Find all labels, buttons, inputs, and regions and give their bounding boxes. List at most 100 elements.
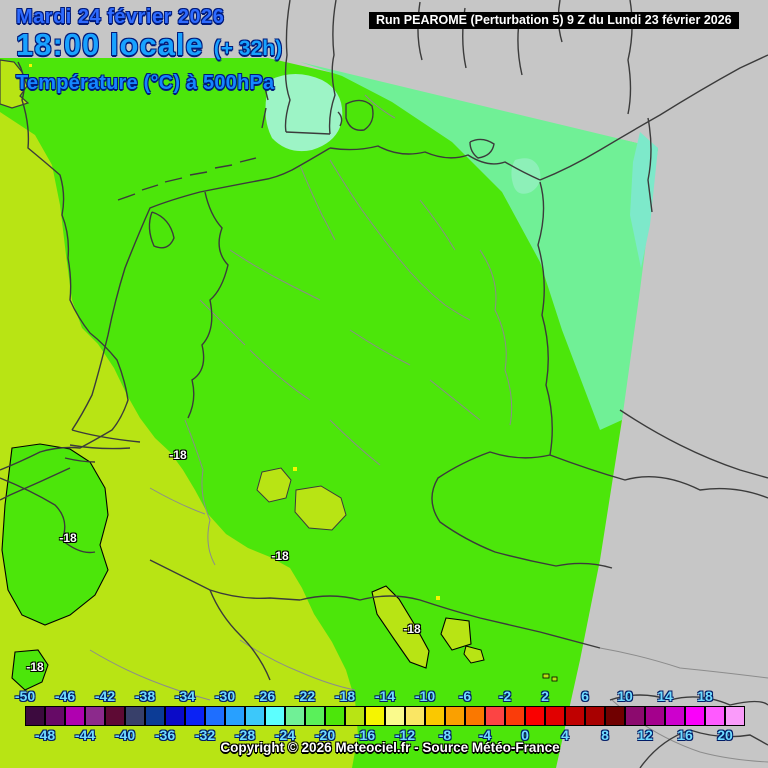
colorbar-cell <box>305 706 325 726</box>
colorbar-cell <box>565 706 585 726</box>
colorbar-cell <box>485 706 505 726</box>
colorbar-tick-label: -36 <box>154 727 176 743</box>
colorbar-cell <box>445 706 465 726</box>
colorbar-tick-label: -12 <box>394 727 416 743</box>
colorbar-tick-label: 14 <box>657 688 673 704</box>
colorbar-cell <box>425 706 445 726</box>
colorbar-tick-label: -2 <box>498 688 512 704</box>
date-label: Mardi 24 février 2026 <box>16 6 225 28</box>
colorbar-tick-label: -14 <box>374 688 396 704</box>
admin-borders <box>89 94 768 763</box>
yellow-dot-1 <box>293 467 297 471</box>
colorbar-tick-label: -42 <box>94 688 116 704</box>
yellow-dot-3 <box>29 64 32 67</box>
colorbar-tick-label: -18 <box>334 688 356 704</box>
colorbar-cell <box>665 706 685 726</box>
colorbar-tick-label: -22 <box>294 688 316 704</box>
colorbar-cell <box>105 706 125 726</box>
colorbar-cell <box>345 706 365 726</box>
temperature-colorbar <box>25 706 745 726</box>
parameter-label: Température (°C) à 500hPa <box>16 72 275 94</box>
temp-zone-palemint-2 <box>511 158 541 194</box>
colorbar-tick-label: 18 <box>697 688 713 704</box>
colorbar-cell <box>705 706 725 726</box>
temp-zone-mint <box>300 62 658 430</box>
colorbar-cell <box>265 706 285 726</box>
temp-zone-yellowgreen <box>0 112 358 768</box>
colorbar-cell <box>365 706 385 726</box>
colorbar-tick-label: -30 <box>214 688 236 704</box>
colorbar-tick-label: 10 <box>617 688 633 704</box>
colorbar-cell <box>165 706 185 726</box>
colorbar-cell <box>205 706 225 726</box>
colorbar-cell <box>545 706 565 726</box>
colorbar-tick-label: -34 <box>174 688 196 704</box>
colorbar-tick-label: -32 <box>194 727 216 743</box>
colorbar-tick-label: 8 <box>601 727 609 743</box>
colorbar-cell <box>25 706 45 726</box>
colorbar-tick-label: -4 <box>478 727 492 743</box>
colorbar-tick-label: 4 <box>561 727 569 743</box>
contour-speck-1 <box>542 673 550 679</box>
contour-island-yg-cz1 <box>256 467 292 503</box>
colorbar-tick-label: 16 <box>677 727 693 743</box>
contour-label: -18 <box>169 448 187 462</box>
colorbar-tick-label: 2 <box>541 688 549 704</box>
colorbar-tick-label: -24 <box>274 727 296 743</box>
contour-speck-2 <box>551 676 558 682</box>
colorbar-cell <box>125 706 145 726</box>
contour-label: -18 <box>271 549 289 563</box>
contour-label: -18 <box>403 622 421 636</box>
colorbar-tick-label: -6 <box>458 688 472 704</box>
colorbar-cell <box>605 706 625 726</box>
colorbar-tick-label: -38 <box>134 688 156 704</box>
colorbar-cell <box>65 706 85 726</box>
colorbar-cell <box>525 706 545 726</box>
temp-zone-teal <box>630 132 658 268</box>
colorbar-cell <box>85 706 105 726</box>
colorbar-cell <box>685 706 705 726</box>
yellow-dot-2 <box>436 596 440 600</box>
colorbar-tick-label: -46 <box>54 688 76 704</box>
colorbar-cell <box>645 706 665 726</box>
colorbar-cell <box>225 706 245 726</box>
colorbar-tick-label: -16 <box>354 727 376 743</box>
colorbar-tick-label: -50 <box>14 688 36 704</box>
colorbar-cell <box>405 706 425 726</box>
contour-island-green-a <box>1 443 109 626</box>
colorbar-tick-label: -44 <box>74 727 96 743</box>
colorbar-cell <box>325 706 345 726</box>
colorbar-tick-label: -28 <box>234 727 256 743</box>
temp-zone-yellowgreen-nw <box>0 59 30 109</box>
temp-zone-palemint <box>265 74 343 152</box>
colorbar-tick-label: -26 <box>254 688 276 704</box>
colorbar-cell <box>625 706 645 726</box>
contour-island-yg-alps2 <box>440 617 472 651</box>
contour-island-yg-alps1 <box>371 585 430 669</box>
colorbar-tick-label: -8 <box>438 727 452 743</box>
colorbar-cell <box>585 706 605 726</box>
colorbar-tick-label: 0 <box>521 727 529 743</box>
colorbar-tick-label: -20 <box>314 727 336 743</box>
colorbar-cell <box>245 706 265 726</box>
colorbar-cell <box>145 706 165 726</box>
model-run-banner: Run PEAROME (Perturbation 5) 9 Z du Lund… <box>369 12 739 29</box>
colorbar-cell <box>725 706 745 726</box>
copyright-text: Copyright © 2026 Meteociel.fr - Source M… <box>220 740 560 755</box>
colorbar-cell <box>285 706 305 726</box>
local-time: 18:00 locale <box>16 27 204 62</box>
contour-island-green-b <box>11 649 49 691</box>
colorbar-cell <box>45 706 65 726</box>
colorbar-tick-label: -40 <box>114 727 136 743</box>
colorbar-tick-label: 6 <box>581 688 589 704</box>
colorbar-tick-label: -10 <box>414 688 436 704</box>
colorbar-tick-label: 12 <box>637 727 653 743</box>
colorbar-cell <box>385 706 405 726</box>
colorbar-cell <box>505 706 525 726</box>
contour-label: -18 <box>26 660 44 674</box>
colorbar-tick-label: -48 <box>34 727 56 743</box>
forecast-offset: (+ 32h) <box>213 37 283 60</box>
contour-label: -18 <box>59 531 77 545</box>
